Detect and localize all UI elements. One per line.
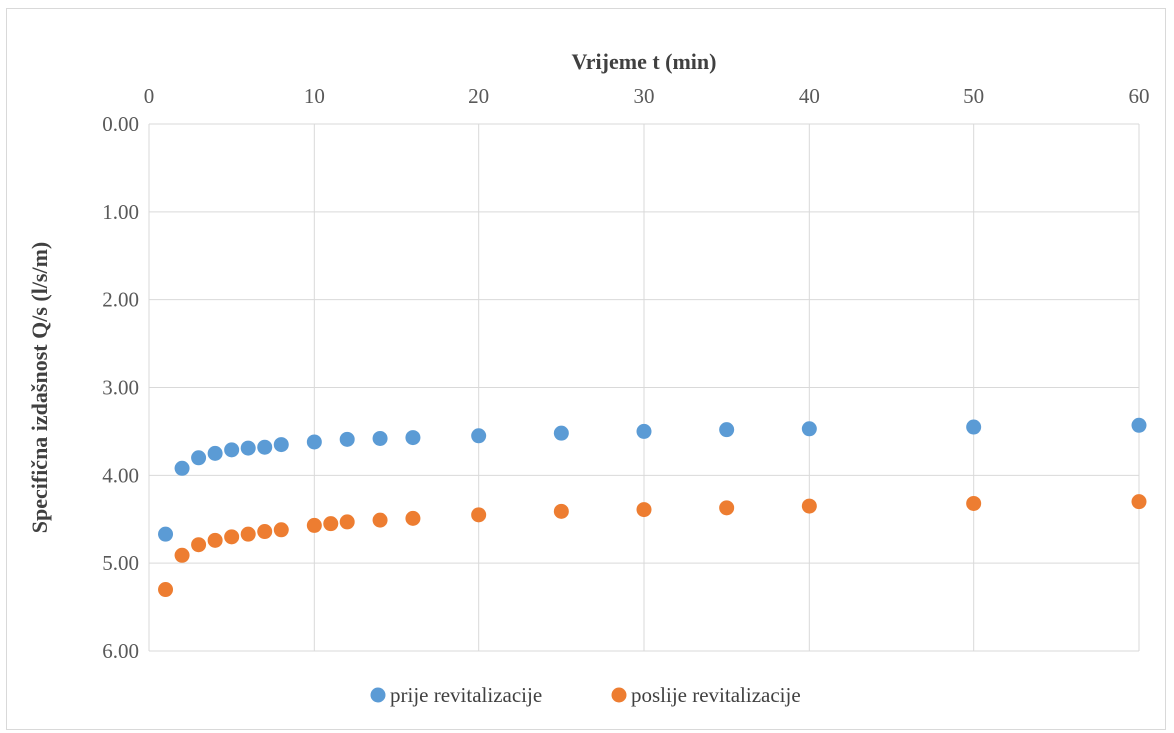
- data-points-layer: [158, 417, 1147, 598]
- data-point-poslije: [339, 514, 355, 530]
- data-point-poslije: [801, 498, 817, 514]
- x-tick-label: 60: [1129, 84, 1150, 108]
- x-tick-label: 20: [468, 84, 489, 108]
- x-tick-label: 10: [304, 84, 325, 108]
- data-point-prije: [207, 445, 223, 461]
- y-tick-label: 4.00: [102, 463, 139, 487]
- x-tick-label: 0: [144, 84, 155, 108]
- tick-label-layer: 0.00 1.00 2.00 3.00 4.00 5.00 6.00 0 10 20 30 40 50 6…: [102, 84, 1149, 663]
- data-point-prije: [273, 437, 289, 453]
- y-tick-label: 1.00: [102, 200, 139, 224]
- data-point-prije: [1131, 417, 1147, 433]
- data-point-prije: [471, 428, 487, 444]
- x-tick-label: 30: [634, 84, 655, 108]
- data-point-poslije: [719, 500, 735, 516]
- data-point-prije: [719, 422, 735, 438]
- data-point-prije: [553, 425, 569, 441]
- legend-label-prije: prije revitalizacije: [390, 683, 542, 707]
- data-point-poslije: [323, 516, 339, 532]
- data-point-poslije: [471, 507, 487, 523]
- data-point-poslije: [240, 526, 256, 542]
- data-point-prije: [174, 460, 190, 476]
- chart-frame: 0.00 1.00 2.00 3.00 4.00 5.00 6.00 0 10 20 30 40 50 6…: [6, 8, 1166, 730]
- data-point-poslije: [553, 503, 569, 519]
- data-point-prije: [339, 431, 355, 447]
- data-point-prije: [405, 430, 421, 446]
- grid-layer: [148, 123, 1140, 652]
- data-point-poslije: [257, 524, 273, 540]
- y-axis-title: Specifična izdašnost Q/s (l/s/m): [27, 242, 52, 534]
- legend: prije revitalizacije poslije revitalizac…: [370, 683, 801, 707]
- x-tick-label: 40: [799, 84, 820, 108]
- data-point-poslije: [405, 510, 421, 526]
- data-point-poslije: [224, 529, 240, 545]
- x-tick-label: 50: [963, 84, 984, 108]
- data-point-poslije: [306, 517, 322, 533]
- y-tick-label: 6.00: [102, 639, 139, 663]
- y-tick-label: 3.00: [102, 376, 139, 400]
- data-point-poslije: [174, 547, 190, 563]
- data-point-poslije: [191, 537, 207, 553]
- data-point-prije: [306, 434, 322, 450]
- data-point-prije: [224, 442, 240, 458]
- legend-label-poslije: poslije revitalizacije: [631, 683, 801, 707]
- data-point-poslije: [273, 522, 289, 538]
- legend-marker-poslije: [611, 687, 627, 703]
- y-tick-label: 5.00: [102, 551, 139, 575]
- scatter-chart: 0.00 1.00 2.00 3.00 4.00 5.00 6.00 0 10 20 30 40 50 6…: [27, 49, 1150, 707]
- data-point-poslije: [158, 582, 174, 598]
- legend-marker-prije: [370, 687, 386, 703]
- y-tick-label: 0.00: [102, 112, 139, 136]
- data-point-prije: [801, 421, 817, 437]
- data-point-prije: [636, 423, 652, 439]
- data-point-poslije: [207, 532, 223, 548]
- data-point-poslije: [636, 502, 652, 518]
- data-point-prije: [372, 430, 388, 446]
- data-point-poslije: [1131, 494, 1147, 510]
- data-point-prije: [191, 450, 207, 466]
- data-point-poslije: [966, 495, 982, 511]
- data-point-prije: [966, 419, 982, 435]
- y-tick-label: 2.00: [102, 288, 139, 312]
- data-point-prije: [240, 440, 256, 456]
- data-point-prije: [158, 526, 174, 542]
- x-axis-title: Vrijeme t (min): [572, 49, 717, 74]
- data-point-prije: [257, 439, 273, 455]
- data-point-poslije: [372, 512, 388, 528]
